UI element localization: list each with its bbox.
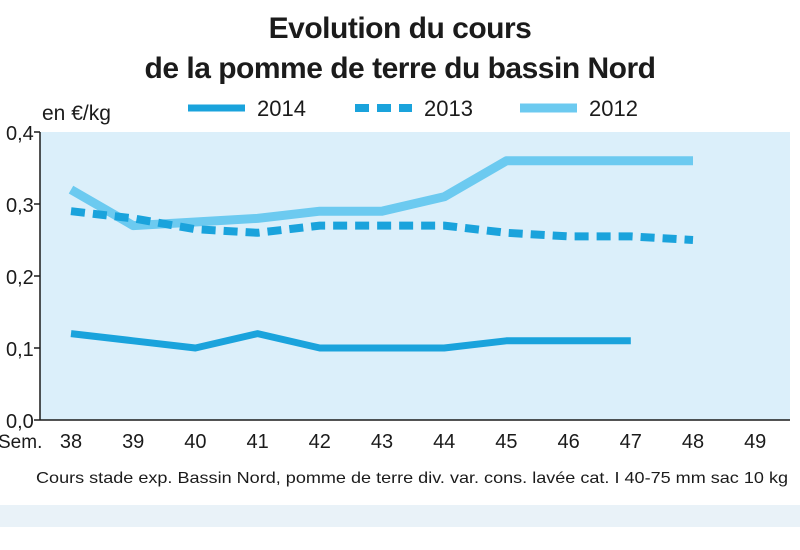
series-line-2012 [68, 156, 693, 231]
y-tick-label: 0,4 [6, 123, 34, 145]
chart-title-line-2: de la pomme de terre du bassin Nord [144, 52, 656, 85]
legend-label-2012: 2012 [589, 96, 638, 121]
x-tick-label: 46 [557, 431, 579, 453]
x-tick-label: 38 [60, 431, 82, 453]
chart-title-line-1: Evolution du cours [268, 12, 532, 45]
x-tick-label: 39 [122, 431, 144, 453]
series-line-2014 [70, 330, 631, 352]
footer-band [0, 505, 800, 527]
x-tick-label: 49 [744, 431, 766, 453]
series-line-2013 [70, 207, 694, 244]
x-tick-label: 41 [246, 431, 268, 453]
x-tick-label: 45 [495, 431, 517, 453]
legend-label-2014: 2014 [257, 96, 306, 121]
x-tick-label: 47 [620, 431, 642, 453]
x-tick-label: 40 [184, 431, 206, 453]
plot-area [40, 132, 790, 420]
x-tick-label: 48 [682, 431, 704, 453]
y-tick-label: 0,0 [6, 411, 34, 433]
y-tick-label: 0,1 [6, 339, 34, 361]
y-tick-label: 0,3 [6, 195, 34, 217]
x-tick-label: 43 [371, 431, 393, 453]
x-axis-label: Sem. [0, 432, 42, 453]
x-tick-label: 42 [309, 431, 331, 453]
source-note: Cours stade exp. Bassin Nord, pomme de t… [36, 470, 788, 487]
y-tick-label: 0,2 [6, 267, 34, 289]
legend-label-2013: 2013 [424, 96, 473, 121]
y-axis-label: en €/kg [42, 102, 111, 125]
x-tick-label: 44 [433, 431, 455, 453]
